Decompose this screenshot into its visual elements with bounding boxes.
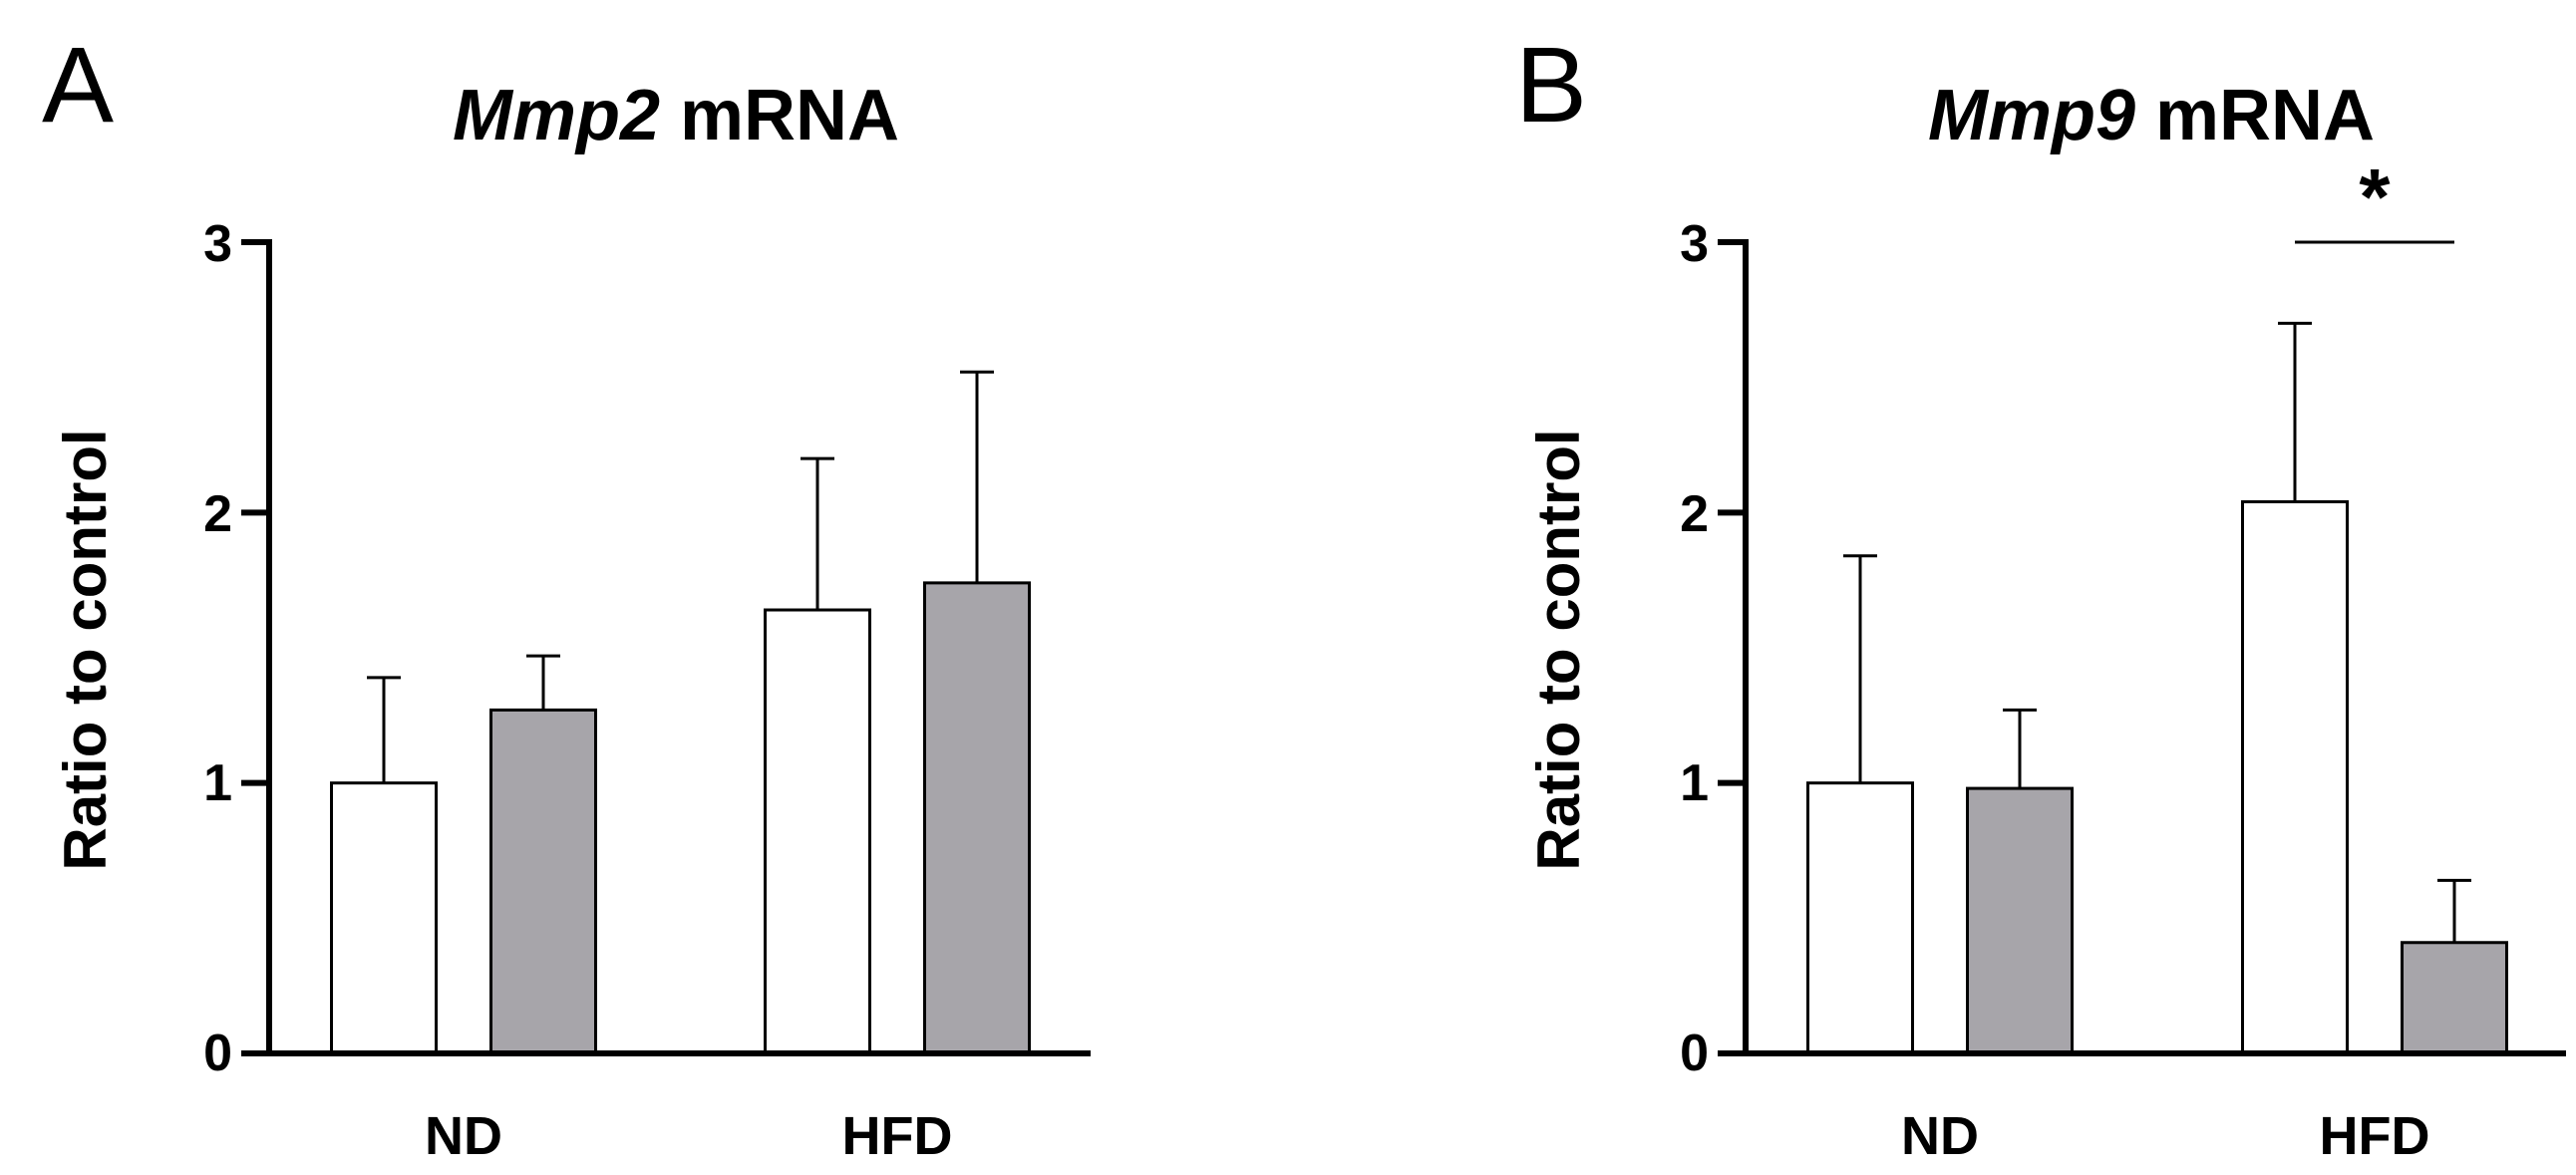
- title-suffix-b: mRNA: [2135, 76, 2375, 155]
- y-tick-label-0: 0: [1680, 1025, 1709, 1082]
- bar-control-nd: [330, 781, 438, 1055]
- title-gene-a: Mmp2: [453, 76, 660, 155]
- y-tick-label-3: 3: [1680, 215, 1709, 273]
- bar-treated-hfd: [923, 581, 1031, 1055]
- panel-b: B Mmp9 mRNA Ratio to control 3 2 1 0 ND …: [1515, 24, 2566, 1166]
- x-category-label-hfd: HFD: [842, 1106, 953, 1166]
- panel-letter-a: A: [42, 24, 114, 145]
- x-category-label-hfd: HFD: [2320, 1106, 2430, 1166]
- y-tick-label-0: 0: [203, 1025, 232, 1082]
- bar-control-hfd: [764, 608, 871, 1055]
- bar-treated-nd: [1966, 786, 2074, 1055]
- y-tick-label-3: 3: [203, 215, 232, 273]
- y-tick-label-1: 1: [203, 754, 232, 812]
- x-category-label-nd: ND: [425, 1106, 502, 1166]
- bar-treated-hfd: [2401, 941, 2508, 1055]
- chart-title-b: Mmp9 mRNA: [1928, 76, 2375, 155]
- y-tick-label-2: 2: [1680, 485, 1709, 543]
- y-axis-label-a: Ratio to control: [52, 429, 119, 870]
- bar-treated-nd: [489, 708, 597, 1055]
- bar-control-hfd: [2241, 499, 2349, 1055]
- x-category-label-nd: ND: [1901, 1106, 1979, 1166]
- chart-marks-b: *: [1806, 152, 2508, 1055]
- panel-letter-b: B: [1515, 24, 1587, 145]
- bar-control-nd: [1806, 781, 1914, 1055]
- y-ticks-a: [241, 239, 269, 1056]
- chart-title-a: Mmp2 mRNA: [453, 76, 899, 155]
- significance-star: *: [2359, 152, 2391, 241]
- title-gene-b: Mmp9: [1928, 76, 2135, 155]
- title-suffix-a: mRNA: [660, 76, 899, 155]
- y-tick-label-1: 1: [1680, 754, 1709, 812]
- y-ticks-b: [1718, 239, 1746, 1056]
- chart-marks-a: [330, 370, 1031, 1055]
- y-axis-label-b: Ratio to control: [1525, 429, 1592, 870]
- y-tick-label-2: 2: [203, 485, 232, 543]
- panel-a: A Mmp2 mRNA Ratio to control 3 2 1 0 ND …: [42, 24, 1091, 1166]
